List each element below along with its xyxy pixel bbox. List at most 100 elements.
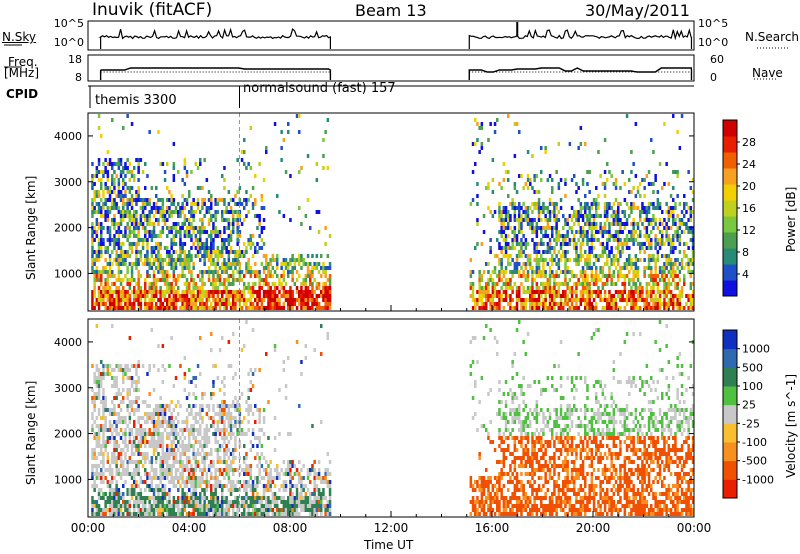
power-cell: [544, 206, 547, 210]
power-cell: [509, 306, 512, 310]
power-cell: [236, 230, 239, 234]
velocity-cell: [152, 432, 156, 436]
power-cell: [667, 254, 671, 258]
power-cell: [229, 250, 233, 254]
power-cell: [606, 262, 609, 266]
power-cell: [214, 266, 217, 270]
power-cell: [163, 282, 167, 286]
power-cell: [122, 258, 125, 262]
power-cell: [183, 294, 187, 298]
velocity-cell: [223, 476, 226, 480]
power-cell: [606, 282, 609, 286]
velocity-cell: [205, 456, 209, 460]
power-cell: [476, 290, 479, 294]
power-cell: [654, 298, 657, 302]
power-cell: [667, 302, 671, 306]
power-cell: [502, 274, 506, 278]
velocity-cell: [137, 472, 140, 476]
power-cell: [168, 226, 171, 230]
power-cell: [240, 254, 244, 258]
power-cell: [603, 290, 607, 294]
power-cell: [201, 254, 204, 258]
power-cell: [647, 182, 651, 186]
power-cell: [482, 294, 486, 298]
power-cell: [504, 250, 508, 254]
power-cell: [606, 258, 609, 262]
power-cell: [170, 210, 173, 214]
power-cell: [243, 150, 246, 154]
power-cell: [234, 262, 237, 266]
velocity-cell: [144, 472, 147, 476]
velocity-cell: [218, 468, 222, 472]
power-cell: [225, 294, 228, 298]
velocity-cell: [141, 416, 145, 420]
power-cell: [630, 210, 633, 214]
velocity-cell: [196, 476, 200, 480]
power-cell: [104, 210, 107, 214]
power-cell: [551, 230, 554, 234]
velocity-cell: [152, 416, 156, 420]
velocity-cell: [119, 472, 123, 476]
power-cell: [647, 302, 651, 306]
power-cell: [148, 258, 151, 262]
power-cell: [137, 158, 140, 162]
velocity-cell: [207, 436, 211, 440]
velocity-cell: [122, 388, 125, 392]
power-cell: [617, 222, 620, 226]
power-cell: [91, 162, 94, 166]
power-cell: [168, 214, 171, 218]
power-cell: [632, 234, 635, 238]
power-cell: [254, 290, 257, 294]
velocity-cell: [170, 416, 173, 420]
power-cell: [636, 266, 640, 270]
power-cell: [564, 222, 567, 226]
power-cell: [174, 226, 178, 230]
power-cell: [254, 298, 257, 302]
power-cell: [174, 258, 178, 262]
power-cell: [130, 202, 134, 206]
velocity-cell: [108, 504, 112, 508]
velocity-cell: [111, 452, 114, 456]
velocity-cell: [166, 492, 169, 496]
power-cell: [168, 294, 171, 298]
power-cell: [551, 186, 554, 190]
power-cell: [474, 246, 477, 250]
power-cell: [502, 254, 506, 258]
power-cell: [130, 174, 134, 178]
power-cell: [522, 202, 525, 206]
power-cell: [216, 302, 220, 306]
power-cell: [124, 210, 127, 214]
velocity-cell: [135, 448, 138, 452]
velocity-cell: [95, 508, 99, 512]
power-cell: [122, 210, 125, 214]
power-cell: [141, 226, 145, 230]
power-cell: [93, 274, 96, 278]
power-cell: [295, 290, 299, 294]
power-cell: [487, 298, 490, 302]
power-cell: [192, 294, 195, 298]
power-cell: [522, 250, 525, 254]
power-cell: [273, 258, 277, 262]
power-cell: [498, 230, 501, 234]
power-cell: [229, 302, 233, 306]
power-cell: [656, 302, 660, 306]
velocity-cell: [221, 492, 224, 496]
power-cell: [302, 298, 305, 302]
power-cell: [663, 306, 666, 310]
velocity-cell: [126, 444, 129, 448]
velocity-cell: [108, 512, 112, 516]
velocity-cell: [126, 504, 129, 508]
power-cell: [634, 174, 638, 178]
velocity-cell: [130, 460, 134, 464]
power-cell: [546, 290, 550, 294]
velocity-cell: [216, 412, 220, 416]
power-cell: [194, 246, 198, 250]
power-cell: [289, 270, 292, 274]
power-cell: [489, 238, 492, 242]
power-cell: [515, 290, 519, 294]
power-cell: [201, 290, 204, 294]
velocity-cell: [212, 364, 215, 368]
power-cell: [203, 214, 206, 218]
power-cell: [518, 270, 521, 274]
power-cell: [491, 298, 495, 302]
